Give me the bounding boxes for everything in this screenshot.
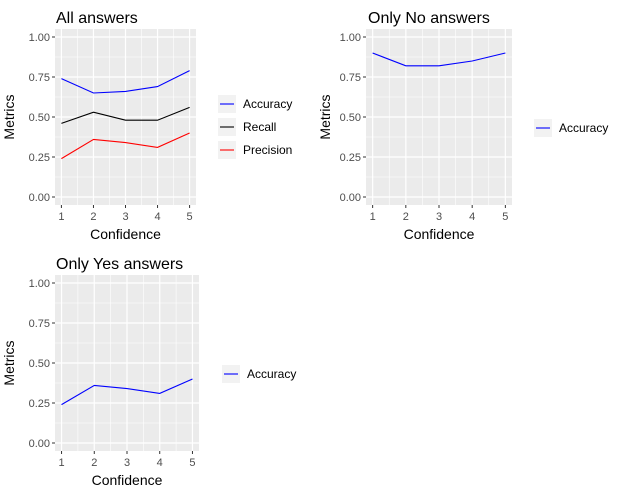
series-line-accuracy [372, 52, 506, 67]
series-line-recall [61, 106, 190, 124]
legend-label: Accuracy [559, 121, 608, 135]
legend-label: Recall [243, 120, 276, 134]
y-tick-label: 1.00 [29, 32, 50, 44]
legend: Accuracy [534, 119, 608, 137]
y-tick-label: 0.50 [340, 112, 361, 124]
y-tick-label: 0.25 [340, 152, 361, 164]
series-line-precision [61, 132, 190, 160]
y-tick-label: 0.25 [29, 152, 50, 164]
y-tick-label: 1.00 [340, 32, 361, 44]
y-axis-label: Metrics [1, 340, 17, 385]
x-tick-label: 3 [436, 211, 442, 223]
x-tick-label: 4 [154, 211, 160, 223]
chart-panel-1: All answers 0.00 0.25 0.50 0.75 1.00 1 2 3 4 5 Conf… [1, 10, 292, 242]
x-tick-label: 1 [370, 211, 376, 223]
legend-label: Accuracy [247, 367, 296, 381]
y-tick-label: 0.50 [29, 112, 50, 124]
x-axis-label: Confidence [404, 226, 475, 242]
x-tick-label: 5 [187, 211, 193, 223]
chart-panel-2: Only No answers 0.00 0.25 0.50 0.75 1.00 1 2 3 4 5… [317, 10, 608, 242]
y-tick-label: 0.00 [29, 192, 50, 204]
chart-title: Only Yes answers [56, 256, 183, 273]
chart-panel-3: Only Yes answers 0.00 0.25 0.50 0.75 1.00 1 2 3 4… [1, 256, 296, 488]
x-tick-label: 5 [502, 211, 508, 223]
legend: Accuracy [222, 365, 296, 383]
series-line-accuracy [61, 378, 193, 406]
legend: Accuracy Recall Precision [218, 95, 292, 159]
x-tick-label: 5 [189, 457, 195, 469]
x-tick-label: 1 [58, 457, 64, 469]
x-tick-label: 3 [124, 457, 130, 469]
x-axis-label: Confidence [92, 472, 163, 488]
y-tick-label: 0.75 [29, 72, 50, 84]
x-tick-label: 1 [58, 211, 64, 223]
y-tick-label: 0.25 [29, 398, 50, 410]
y-tick-label: 0.00 [340, 192, 361, 204]
legend-label: Precision [243, 143, 292, 157]
chart-title: Only No answers [368, 10, 490, 27]
y-tick-label: 1.00 [29, 278, 50, 290]
x-tick-label: 4 [157, 457, 163, 469]
y-tick-label: 0.00 [29, 438, 50, 450]
x-tick-label: 4 [469, 211, 475, 223]
y-tick-label: 0.75 [29, 318, 50, 330]
x-tick-label: 2 [91, 457, 97, 469]
y-axis-label: Metrics [1, 94, 17, 139]
y-tick-label: 0.75 [340, 72, 361, 84]
y-axis-label: Metrics [317, 94, 333, 139]
x-tick-label: 2 [403, 211, 409, 223]
y-tick-label: 0.50 [29, 358, 50, 370]
legend-label: Accuracy [243, 97, 292, 111]
x-tick-label: 2 [90, 211, 96, 223]
x-axis-label: Confidence [90, 226, 161, 242]
x-tick-label: 3 [122, 211, 128, 223]
series-line-accuracy [61, 70, 190, 94]
chart-title: All answers [56, 10, 138, 27]
